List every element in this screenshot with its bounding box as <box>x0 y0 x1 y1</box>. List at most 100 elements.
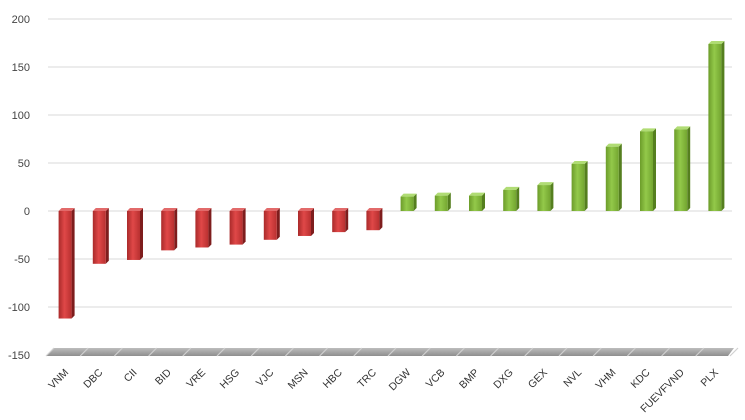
bar-dgw <box>400 193 417 211</box>
bar-front <box>674 129 688 211</box>
x-tick-label: VCB <box>424 367 448 391</box>
floor-divider <box>319 347 329 357</box>
x-tick-label: TRC <box>355 366 379 390</box>
x-tick-label: BID <box>153 366 174 387</box>
bar-front <box>161 211 175 251</box>
bar-side <box>653 128 656 211</box>
bar-dxg <box>503 186 520 211</box>
y-tick-label: 200 <box>12 14 30 26</box>
bar-dbc <box>92 208 109 264</box>
floor-divider <box>524 347 534 357</box>
floor-divider <box>216 347 226 357</box>
floor-divider <box>387 347 397 357</box>
x-axis-labels: VNM DBC CII BID VRE HSG VJC MSN HBC TRC DGW VCB BMP D… <box>46 366 721 415</box>
bar-top <box>640 128 656 132</box>
bar-vcb <box>434 192 451 211</box>
floor-divider <box>558 347 568 357</box>
bar-top <box>469 192 485 196</box>
bar-side <box>447 192 451 211</box>
floor-divider <box>455 347 465 357</box>
x-tick-label: VNM <box>46 367 71 392</box>
y-axis-ticks: -150 -100 -50 0 50 100 150 200 <box>8 14 30 362</box>
bar-top <box>195 208 212 211</box>
y-tick-label: 50 <box>18 158 30 170</box>
bar-front <box>400 196 414 211</box>
bar-top <box>537 182 554 186</box>
bar-front <box>571 163 585 211</box>
x-tick-label: MSN <box>286 367 311 392</box>
floor-divider <box>45 347 55 357</box>
bar-nvl <box>571 160 588 211</box>
floor-divider <box>113 347 123 357</box>
floor-plane <box>46 348 734 356</box>
x-tick-label: VHM <box>593 367 618 392</box>
bar-top <box>127 208 143 211</box>
bar-gex <box>537 182 554 211</box>
bar-top <box>263 208 280 211</box>
bar-top <box>332 208 349 211</box>
x-tick-label: NVL <box>561 367 584 390</box>
y-tick-label: -100 <box>8 302 30 314</box>
x-tick-label: DBC <box>81 366 105 390</box>
bar-vre <box>195 208 212 248</box>
bar-kdc <box>640 128 656 211</box>
bar-front <box>332 211 346 233</box>
bar-front <box>263 211 277 240</box>
bar-front <box>195 211 209 248</box>
bar-top <box>503 186 520 190</box>
bar-top <box>366 208 383 211</box>
bars <box>58 40 725 319</box>
bar-front <box>605 146 619 211</box>
floor-divider <box>592 347 602 357</box>
x-tick-label: HSG <box>218 367 243 392</box>
bar-side <box>208 208 212 248</box>
bar-side <box>687 126 691 211</box>
x-tick-label: DXG <box>491 367 516 392</box>
bar-top <box>571 160 588 164</box>
y-tick-label: -50 <box>14 254 30 266</box>
bar-front <box>469 195 482 211</box>
bar-bid <box>161 208 178 251</box>
bar-front <box>58 211 72 319</box>
bar-side <box>721 40 725 212</box>
y-tick-label: 100 <box>12 110 30 122</box>
bar-side <box>105 208 109 264</box>
bar-vjc <box>263 208 280 240</box>
bar-side <box>379 208 383 231</box>
bar-side <box>482 192 485 211</box>
bar-cii <box>127 208 143 260</box>
bar-front <box>92 211 106 264</box>
floor-divider <box>695 347 705 357</box>
bar-top <box>400 193 417 197</box>
bar-vhm <box>605 143 622 211</box>
floor-divider <box>284 347 294 357</box>
bar-top <box>229 208 246 211</box>
floor-divider <box>250 347 260 357</box>
floor-divider <box>661 347 671 357</box>
bar-side <box>276 208 280 240</box>
bar-front <box>298 211 311 236</box>
x-tick-label: VRE <box>184 367 208 391</box>
bar-side <box>618 143 622 211</box>
bar-side <box>140 208 143 260</box>
bar-front <box>366 211 380 231</box>
floor-divider <box>353 347 363 357</box>
bar-front <box>640 131 653 211</box>
bar-side <box>516 186 520 211</box>
bar-top <box>434 192 451 196</box>
bar-side <box>584 160 588 211</box>
bar-side <box>311 208 314 236</box>
bar-top <box>92 208 109 211</box>
x-tick-label: PLX <box>698 367 721 390</box>
y-tick-label: 150 <box>12 62 30 74</box>
bar-front <box>708 43 722 212</box>
bar-trc <box>366 208 383 231</box>
x-tick-label: KDC <box>628 366 652 390</box>
floor-divider <box>729 347 739 357</box>
bar-vnm <box>58 208 75 319</box>
x-tick-label: BMP <box>457 367 482 392</box>
y-tick-label: 0 <box>24 206 30 218</box>
bar-plx <box>708 40 725 212</box>
floor-divider <box>182 347 192 357</box>
